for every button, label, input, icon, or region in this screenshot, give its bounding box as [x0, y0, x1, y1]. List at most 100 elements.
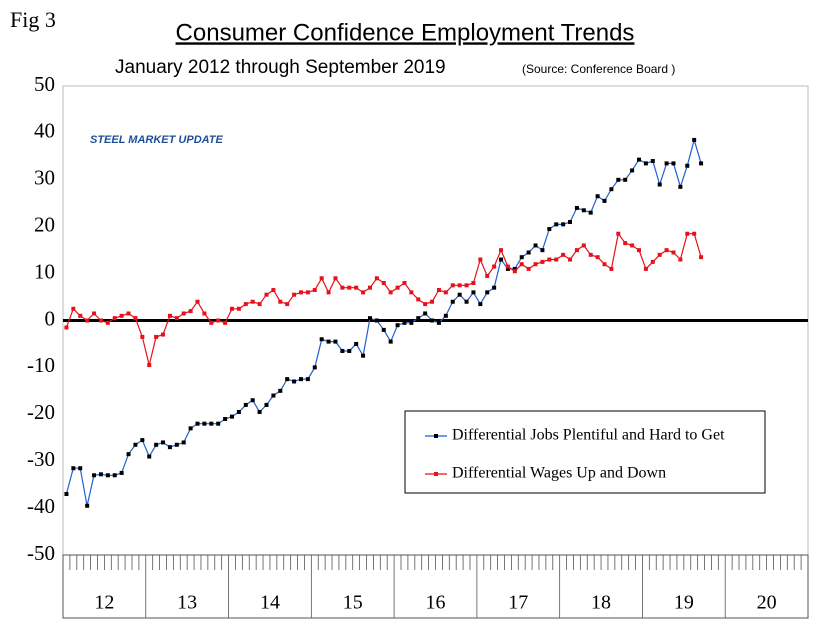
point [174, 442, 179, 447]
point [616, 177, 621, 182]
point [230, 306, 235, 311]
point [78, 313, 83, 318]
point [133, 442, 138, 447]
point [450, 299, 455, 304]
point [581, 208, 586, 213]
point [554, 257, 559, 262]
point [347, 348, 352, 353]
y-tick-label: -50 [27, 541, 55, 565]
point [195, 421, 200, 426]
point [312, 365, 317, 370]
point [71, 306, 76, 311]
point [588, 252, 593, 257]
point [223, 320, 228, 325]
point [561, 252, 566, 257]
x-tick-label: 14 [260, 592, 280, 614]
point [443, 313, 448, 318]
point [167, 313, 172, 318]
point [250, 398, 255, 403]
legend-box [404, 410, 766, 494]
point [395, 285, 400, 290]
y-tick-label: -30 [27, 447, 55, 471]
point [643, 161, 648, 166]
point [423, 302, 428, 307]
point [181, 440, 186, 445]
x-tick-label: 15 [343, 592, 363, 614]
point [257, 409, 262, 414]
point [512, 269, 517, 274]
point [409, 320, 414, 325]
x-tick-label: 13 [177, 592, 197, 614]
point [223, 416, 228, 421]
point [430, 318, 435, 323]
point [298, 377, 303, 382]
chart-subtitle: January 2012 through September 2019 [115, 57, 446, 78]
point [154, 442, 159, 447]
point [85, 503, 90, 508]
point [105, 473, 110, 478]
point [367, 285, 372, 290]
x-tick-label: 20 [757, 592, 777, 614]
point [64, 325, 69, 330]
point [278, 388, 283, 393]
point [519, 255, 524, 260]
point [416, 297, 421, 302]
point [581, 243, 586, 248]
point [285, 302, 290, 307]
point [547, 257, 552, 262]
point [340, 348, 345, 353]
point [485, 290, 490, 295]
point [388, 290, 393, 295]
point [499, 257, 504, 262]
y-tick-label: 10 [34, 259, 55, 283]
point [492, 264, 497, 269]
point [685, 163, 690, 168]
y-tick-label: 0 [45, 306, 56, 330]
point [105, 320, 110, 325]
point [692, 137, 697, 142]
point [450, 283, 455, 288]
logo: STEEL MARKET UPDATE [90, 134, 223, 146]
x-tick-label: 19 [674, 592, 694, 614]
point [561, 222, 566, 227]
point [326, 339, 331, 344]
point [664, 161, 669, 166]
chart-title: Consumer Confidence Employment Trends [176, 19, 635, 46]
x-tick-label: 18 [591, 592, 611, 614]
point [354, 285, 359, 290]
point [243, 302, 248, 307]
point [499, 248, 504, 253]
x-tick-label: 12 [94, 592, 114, 614]
legend-marker [434, 472, 438, 476]
point [464, 283, 469, 288]
point [436, 320, 441, 325]
point [209, 421, 214, 426]
point [505, 264, 510, 269]
point [381, 327, 386, 332]
y-tick-label: 40 [34, 119, 55, 143]
point [574, 248, 579, 253]
point [195, 299, 200, 304]
point [236, 409, 241, 414]
point [436, 288, 441, 293]
point [181, 311, 186, 316]
point [154, 334, 159, 339]
point [409, 290, 414, 295]
point [126, 311, 131, 316]
point [285, 377, 290, 382]
legend-label: Differential Jobs Plentiful and Hard to … [452, 427, 725, 444]
point [478, 302, 483, 307]
point [119, 313, 124, 318]
point [588, 210, 593, 215]
point [161, 440, 166, 445]
point [554, 222, 559, 227]
point [319, 276, 324, 281]
point [133, 316, 138, 321]
point [333, 339, 338, 344]
point [416, 316, 421, 321]
point [216, 318, 221, 323]
point [699, 161, 704, 166]
point [457, 283, 462, 288]
point [678, 184, 683, 189]
